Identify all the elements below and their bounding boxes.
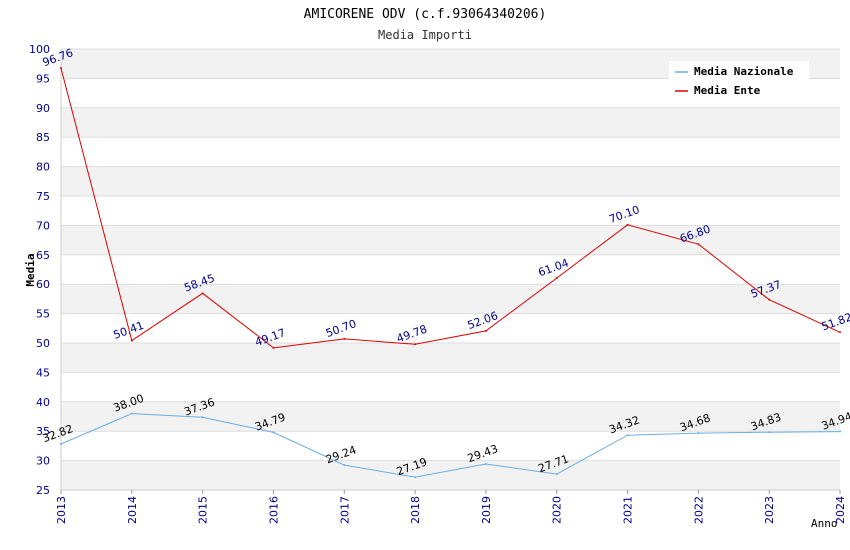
- data-point: [414, 343, 417, 346]
- data-point: [272, 431, 275, 434]
- y-tick-label: 75: [36, 190, 50, 203]
- x-tick-label: 2016: [267, 496, 280, 524]
- data-point: [839, 430, 841, 433]
- y-tick-label: 85: [36, 131, 50, 144]
- data-point: [626, 223, 629, 226]
- data-point: [272, 346, 275, 349]
- y-tick-label: 35: [36, 425, 50, 438]
- y-axis-label: Media: [24, 253, 37, 286]
- grid-band: [61, 343, 840, 373]
- y-tick-label: 40: [36, 396, 50, 409]
- y-tick-label: 65: [36, 249, 50, 262]
- data-label: 50.70: [324, 317, 358, 340]
- data-point: [484, 329, 487, 332]
- series-line-nazionale: [60, 413, 841, 478]
- x-tick-label: 2022: [692, 496, 705, 524]
- data-point: [555, 277, 558, 280]
- x-tick-label: 2021: [622, 496, 635, 524]
- data-point: [343, 337, 346, 340]
- x-tick-label: 2024: [834, 496, 847, 524]
- data-point: [201, 292, 204, 295]
- x-axis-label: Anno: [811, 517, 838, 530]
- chart-title: AMICORENE ODV (c.f.93064340206): [304, 7, 547, 22]
- data-label: 61.04: [537, 256, 571, 279]
- grid-band: [61, 460, 840, 490]
- data-point: [130, 339, 133, 342]
- y-tick-label: 25: [36, 484, 50, 497]
- data-point: [768, 298, 771, 301]
- data-label: 50.41: [112, 319, 146, 342]
- data-point: [768, 431, 771, 434]
- y-tick-label: 70: [36, 219, 50, 232]
- y-tick-label: 95: [36, 72, 50, 85]
- data-point: [697, 243, 700, 246]
- legend-label-nazionale: Media Nazionale: [694, 65, 794, 78]
- y-tick-label: 90: [36, 102, 50, 115]
- y-tick-label: 100: [29, 43, 50, 56]
- series-line-ente: [60, 67, 841, 349]
- x-tick-label: 2014: [126, 496, 139, 524]
- x-tick-label: 2017: [338, 496, 351, 524]
- legend-box: [669, 61, 809, 101]
- x-tick-label: 2015: [197, 496, 210, 524]
- y-tick-label: 80: [36, 161, 50, 174]
- y-tick-label: 45: [36, 366, 50, 379]
- data-point: [201, 416, 204, 419]
- x-tick-label: 2023: [763, 496, 776, 524]
- grid-band: [61, 166, 840, 196]
- data-label: 49.78: [395, 323, 429, 346]
- x-tick-label: 2020: [551, 496, 564, 524]
- grid-band: [61, 107, 840, 138]
- data-point: [60, 67, 62, 70]
- legend-label-ente: Media Ente: [694, 84, 761, 97]
- data-point: [484, 462, 487, 465]
- data-point: [130, 412, 133, 415]
- data-point: [839, 331, 841, 334]
- data-point: [697, 432, 700, 435]
- grid-band: [61, 284, 840, 314]
- data-point: [555, 473, 558, 476]
- chart-subtitle: Media Importi: [378, 28, 472, 42]
- data-point: [626, 434, 629, 437]
- data-label: 70.10: [607, 203, 641, 226]
- data-point: [414, 476, 417, 479]
- x-tick-label: 2018: [409, 496, 422, 524]
- y-tick-label: 60: [36, 278, 50, 291]
- data-point: [60, 443, 62, 446]
- grid-band: [61, 225, 840, 255]
- legend: Media Nazionale Media Ente: [669, 61, 809, 101]
- data-point: [343, 464, 346, 467]
- x-tick-label: 2013: [55, 496, 68, 524]
- x-tick-label: 2019: [480, 496, 493, 524]
- y-tick-label: 55: [36, 308, 50, 321]
- y-tick-label: 30: [36, 455, 50, 468]
- y-tick-label: 50: [36, 337, 50, 350]
